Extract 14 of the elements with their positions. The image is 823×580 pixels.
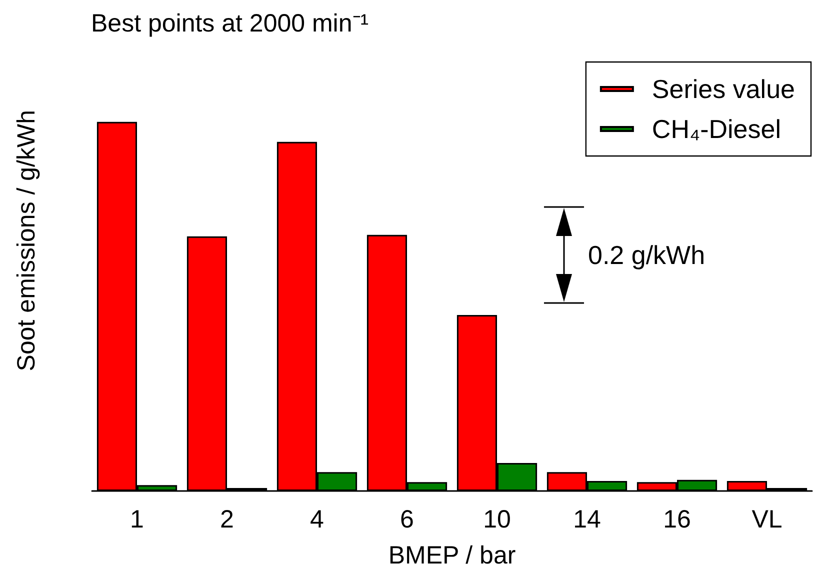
x-tick-label: 4 [310,506,324,534]
x-tick-label: 1 [130,506,144,534]
y-axis-title: Soot emissions / g/kWh [12,110,40,372]
legend-label: CH₄-Diesel [652,114,781,144]
annotation: 0.2 g/kWh [588,240,706,270]
x-tick-label: 14 [573,506,601,534]
x-tick-label: 10 [483,506,511,534]
x-tick-label: 2 [220,506,234,534]
legend-label: Series value [652,74,795,104]
chart-title: Best points at 2000 min⁻¹ [91,10,369,38]
x-axis-title: BMEP / bar [388,542,516,570]
x-tick-label: 6 [400,506,414,534]
x-tick-label: VL [752,506,782,534]
x-tick-label: 16 [663,506,691,534]
